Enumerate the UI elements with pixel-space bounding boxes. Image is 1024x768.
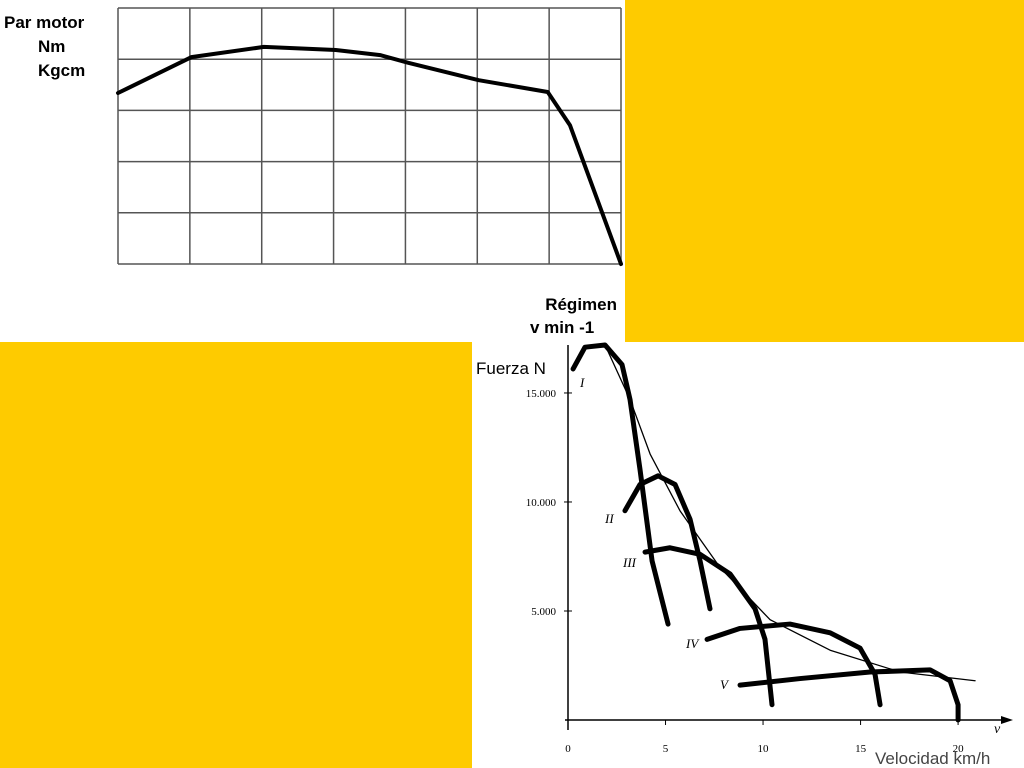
y-tick-label: 10.000 (526, 497, 557, 509)
x-tick-label: 20 (953, 743, 965, 755)
x-tick-label: 15 (855, 743, 867, 755)
x-tick-label: 10 (758, 743, 770, 755)
x-tick-label: 0 (565, 743, 571, 755)
y-axis-label: Par motor (4, 13, 85, 32)
curve (622, 473, 713, 612)
series-label: III (622, 555, 637, 570)
x-axis-label: Régimen (545, 295, 617, 314)
curve (116, 44, 623, 266)
axis-arrow (1001, 716, 1013, 724)
series-label: IV (685, 636, 700, 651)
chart-panel (472, 342, 1024, 768)
torque-chart: Par motor Nm Kgcm Régimen v min -1 (4, 7, 623, 337)
y-tick-label: 5.000 (531, 606, 556, 618)
y-axis-label: Fuerza N (476, 359, 546, 378)
curve (604, 344, 976, 682)
curve (642, 545, 775, 708)
series-label: I (579, 375, 585, 390)
y-tick-label: 15.000 (526, 388, 557, 400)
y-axis-label: Kgcm (38, 61, 85, 80)
series-label: II (604, 511, 614, 526)
series-label: V (720, 677, 730, 692)
curve (737, 667, 961, 723)
y-axis-label: Nm (38, 37, 65, 56)
x-axis-symbol: v (994, 722, 1001, 737)
x-axis-label: v min -1 (530, 318, 594, 337)
chart-panel (0, 0, 625, 342)
force-chart: 0 5 10 15 205.00010.00015.000IIIIIIIVVFuerza… (476, 342, 1013, 768)
curve (570, 342, 671, 627)
x-tick-label: 5 (663, 743, 669, 755)
x-axis-label: Velocidad km/h (875, 749, 990, 768)
